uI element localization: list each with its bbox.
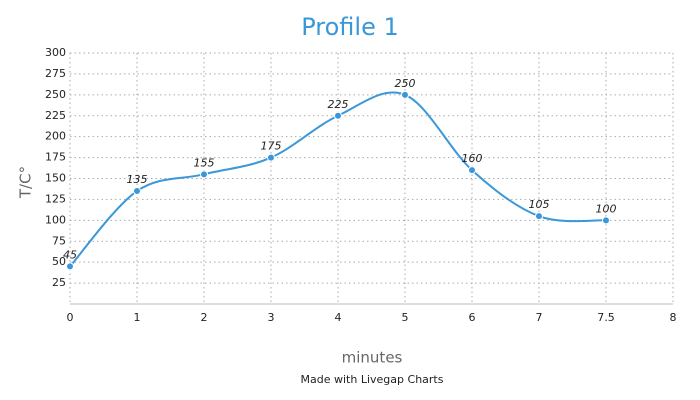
y-tick-label: 275: [45, 67, 66, 80]
y-tick-label: 225: [45, 109, 66, 122]
x-tick-label: 5: [402, 311, 409, 324]
footer: Made with Livegap Charts: [301, 373, 444, 386]
x-tick-label: 7.5: [597, 311, 615, 324]
x-tick-label: 0: [67, 311, 74, 324]
x-tick-label: 1: [134, 311, 141, 324]
point: [334, 111, 342, 120]
data-label: 105: [529, 198, 550, 211]
y-tick-label: 200: [45, 130, 66, 143]
point: [468, 166, 476, 175]
x-tick-label: 4: [335, 311, 342, 324]
data-label: 225: [328, 98, 349, 111]
data-label: 155: [194, 156, 215, 169]
point: [267, 153, 275, 162]
point: [66, 262, 74, 271]
point: [602, 216, 610, 225]
data-label: 175: [261, 140, 282, 153]
y-tick-label: 150: [45, 172, 66, 185]
x-tick-label: 8: [670, 311, 677, 324]
chart-title: Profile 1: [301, 13, 399, 41]
x-tick-label: 3: [268, 311, 275, 324]
x-axis-title: minutes: [342, 349, 403, 367]
y-tick-label: 75: [52, 234, 66, 247]
data-label: 160: [462, 152, 483, 165]
data-label: 100: [596, 202, 617, 215]
x-tick-label: 6: [469, 311, 476, 324]
point: [401, 90, 409, 99]
y-tick-label: 175: [45, 151, 66, 164]
x-tick-label: 2: [201, 311, 208, 324]
y-tick-label: 25: [52, 276, 66, 289]
data-label: 45: [63, 248, 77, 261]
y-tick-label: 50: [52, 255, 66, 268]
point: [200, 170, 208, 179]
y-tick-label: 100: [45, 213, 66, 226]
point: [535, 212, 543, 221]
data-label: 135: [127, 173, 148, 186]
y-tick-label: 125: [45, 192, 66, 205]
y-tick-label: 250: [45, 88, 66, 101]
y-tick-label: 300: [45, 46, 66, 59]
x-tick-label: 7: [536, 311, 543, 324]
y-axis-title: T/C°: [17, 166, 35, 199]
point: [133, 187, 141, 196]
data-label: 250: [395, 77, 416, 90]
